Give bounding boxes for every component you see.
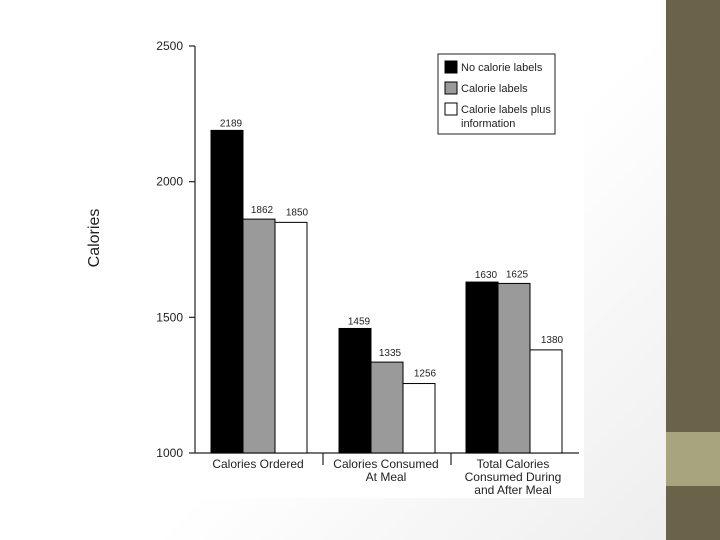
bar-series1-cat2 xyxy=(338,327,372,454)
y-tick-label-1000: 1000 xyxy=(156,446,183,460)
value-label-series1-cat2: 1459 xyxy=(348,316,371,327)
value-label-series3-cat3: 1380 xyxy=(541,335,564,346)
y-axis-ticks: 1000 1500 2000 2500 xyxy=(156,39,195,460)
legend-label-2: Calorie labels xyxy=(461,83,528,95)
category-label-2-line-2: At Meal xyxy=(366,470,407,484)
category-label-3-line-3: and After Meal xyxy=(474,483,551,497)
legend-label-3-line-1: Calorie labels plus xyxy=(461,104,551,116)
value-label-series3-cat2: 1256 xyxy=(414,369,437,380)
category-label-3-line-2: Consumed During xyxy=(465,470,562,484)
value-label-series3-cat1: 1850 xyxy=(286,207,309,218)
value-label-series2-cat1: 1862 xyxy=(251,205,274,216)
y-tick-label-2000: 2000 xyxy=(156,175,183,189)
bar-series1-cat1 xyxy=(210,129,244,454)
bar-series1-cat3 xyxy=(465,281,499,454)
legend-swatch-1 xyxy=(444,60,458,74)
chart-bars xyxy=(210,129,563,454)
value-label-series2-cat3: 1625 xyxy=(506,269,529,280)
category-label-1-line-1: Calories Ordered xyxy=(212,457,303,471)
value-label-series1-cat1: 2189 xyxy=(220,118,243,129)
category-label-3-line-1: Total Calories xyxy=(477,457,550,471)
chart-legend: No calorie labels Calorie labels Calorie l… xyxy=(437,53,556,135)
bar-series2-cat2 xyxy=(370,361,404,454)
value-labels: 2189 1459 1630 1862 1335 1625 1850 1256 1380 xyxy=(220,118,564,379)
y-tick-label-1500: 1500 xyxy=(156,310,183,324)
y-axis-label: Calories xyxy=(86,209,103,268)
legend-label-1: No calorie labels xyxy=(461,62,543,74)
value-label-series2-cat2: 1335 xyxy=(379,348,402,359)
decorative-side-accent xyxy=(666,432,720,486)
legend-swatch-3 xyxy=(444,102,458,116)
bar-series2-cat1 xyxy=(242,218,276,454)
value-label-series1-cat3: 1630 xyxy=(475,270,498,281)
y-tick-label-2500: 2500 xyxy=(156,39,183,53)
bar-series3-cat3 xyxy=(529,349,563,454)
bar-series2-cat3 xyxy=(497,282,531,454)
bar-series3-cat2 xyxy=(402,383,436,454)
legend-label-3-line-2: information xyxy=(461,118,515,130)
category-label-2-line-1: Calories Consumed xyxy=(333,457,438,471)
bar-series3-cat1 xyxy=(274,221,308,454)
legend-swatch-2 xyxy=(444,81,458,95)
